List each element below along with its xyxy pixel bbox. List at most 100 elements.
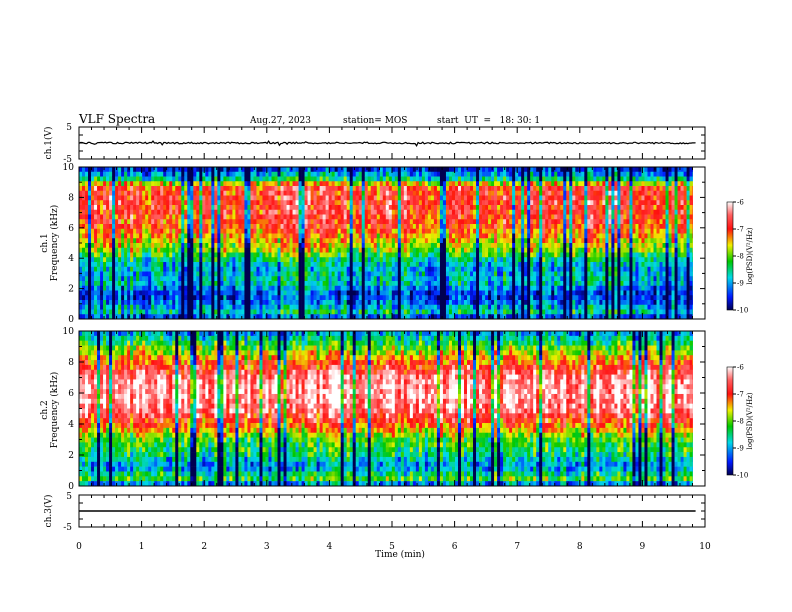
spectrogram-cell <box>346 219 351 225</box>
spectrogram-cell <box>482 219 486 225</box>
spectrogram-cell <box>97 290 101 296</box>
spectrogram-cell <box>518 276 522 282</box>
spectrogram-cell <box>536 205 540 211</box>
spectrogram-cell <box>181 195 185 201</box>
spectrogram-cell <box>473 262 477 268</box>
spectrogram-cell <box>379 266 384 272</box>
spectrogram-cell <box>482 190 486 196</box>
spectrogram-cell <box>79 271 83 277</box>
spectrogram-cell <box>94 224 98 230</box>
spectrogram-cell <box>238 190 242 196</box>
spectrogram-cell <box>421 290 426 296</box>
spectrogram-cell <box>343 266 347 272</box>
spectrogram-cell <box>172 171 176 177</box>
spectrogram-cell <box>136 219 140 225</box>
spectrogram-cell <box>340 214 344 220</box>
spectrogram-cell <box>403 209 408 215</box>
spectrogram-cell <box>527 224 531 230</box>
spectrogram-cell <box>91 181 95 187</box>
spectrogram-cell <box>424 200 429 206</box>
spectrogram-cell <box>133 295 137 301</box>
spectrogram-cell <box>250 181 254 187</box>
spectrogram-cell <box>385 209 390 215</box>
spectrogram-cell <box>488 266 492 272</box>
spectrogram-cell <box>202 219 206 225</box>
spectrogram-cell <box>295 181 299 187</box>
spectrogram-cell <box>448 190 453 196</box>
spectrogram-cell <box>280 238 284 244</box>
spectrogram-cell <box>178 195 182 201</box>
spectrogram-cell <box>178 205 182 211</box>
spectrogram-cell <box>211 257 215 263</box>
spectrogram-cell <box>91 209 95 215</box>
spectrogram-cell <box>352 219 357 225</box>
spectrogram-cell <box>208 257 212 263</box>
spectrogram-cell <box>97 224 101 230</box>
spectrogram-cell <box>163 257 167 263</box>
spectrogram-cell <box>313 295 317 301</box>
spectrogram-cell <box>433 233 438 239</box>
spectrogram-cell <box>277 285 281 291</box>
spectrogram-cell <box>82 262 86 268</box>
spectrogram-cell <box>506 257 510 263</box>
spectrogram-cell <box>442 271 447 277</box>
spectrogram-cell <box>467 257 471 263</box>
spectrogram-cell <box>112 243 116 249</box>
spectrogram-cell <box>412 300 417 306</box>
spectrogram-cell <box>355 238 360 244</box>
spectrogram-cell <box>184 219 188 225</box>
spectrogram-cell <box>509 181 513 187</box>
spectrogram-cell <box>289 281 293 287</box>
spectrogram-cell <box>100 238 104 244</box>
spectrogram-cell <box>394 181 399 187</box>
spectrogram-cell <box>415 243 420 249</box>
spectrogram-cell <box>163 181 167 187</box>
spectrogram-cell <box>524 238 528 244</box>
spectrogram-cell <box>187 252 191 258</box>
spectrogram-cell <box>352 186 357 192</box>
spectrogram-cell <box>208 238 212 244</box>
spectrogram-cell <box>370 195 375 201</box>
spectrogram-cell <box>530 224 534 230</box>
spectrogram-cell <box>358 233 363 239</box>
spectrogram-cell <box>91 228 95 234</box>
spectrogram-cell <box>178 300 182 306</box>
spectrogram-cell <box>331 266 335 272</box>
spectrogram-cell <box>530 252 534 258</box>
spectrogram-cell <box>473 304 477 310</box>
spectrogram-cell <box>500 285 504 291</box>
spectrogram-cell <box>313 266 317 272</box>
spectrogram-cell <box>103 257 107 263</box>
spectrogram-cell <box>448 171 453 177</box>
spectrogram-cell <box>88 228 92 234</box>
spectrogram-cell <box>325 167 329 173</box>
spectrogram-cell <box>94 276 98 282</box>
spectrogram-cell <box>430 276 435 282</box>
spectrogram-cell <box>464 195 468 201</box>
spectrogram-cell <box>397 224 402 230</box>
spectrogram-cell <box>457 186 462 192</box>
spectrogram-cell <box>184 228 188 234</box>
spectrogram-cell <box>205 219 209 225</box>
spectrogram-cell <box>190 257 194 263</box>
spectrogram-cell <box>331 276 335 282</box>
spectrogram-cell <box>482 243 486 249</box>
spectrogram-cell <box>298 167 302 173</box>
spectrogram-cell <box>265 271 269 277</box>
spectrogram-cell <box>503 214 507 220</box>
spectrogram-cell <box>157 190 161 196</box>
spectrogram-cell <box>292 200 296 206</box>
spectrogram-cell <box>118 171 122 177</box>
spectrogram-cell <box>391 238 396 244</box>
spectrogram-cell <box>178 233 182 239</box>
spectrogram-cell <box>190 186 194 192</box>
spectrogram-cell <box>187 228 191 234</box>
spectrogram-cell <box>193 176 197 182</box>
spectrogram-cell <box>109 262 113 268</box>
spectrogram-cell <box>133 181 137 187</box>
spectrogram-cell <box>112 271 116 277</box>
spectrogram-cell <box>533 209 537 215</box>
spectrogram-cell <box>283 266 287 272</box>
spectrogram-cell <box>295 252 299 258</box>
spectrogram-cell <box>403 186 408 192</box>
